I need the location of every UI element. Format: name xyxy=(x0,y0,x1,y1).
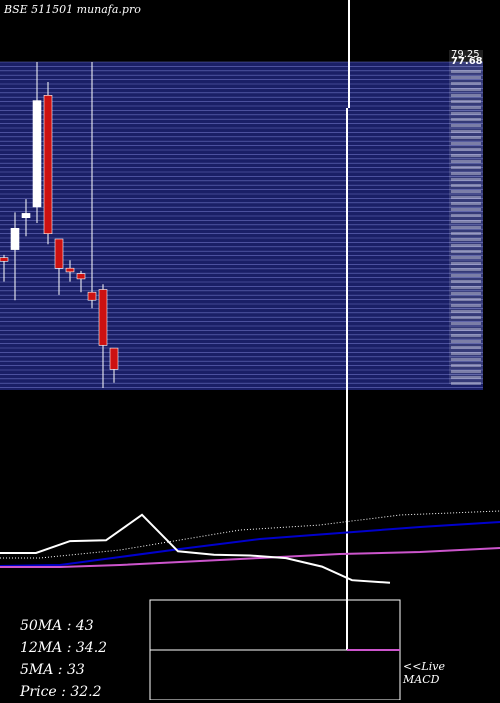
axis-tick-label xyxy=(451,142,481,145)
axis-tick-label xyxy=(451,124,481,127)
axis-tick-label xyxy=(451,316,481,319)
axis-tick-label xyxy=(451,190,481,193)
axis-tick-label xyxy=(451,346,481,349)
ma12-label: 12MA : 34.2 xyxy=(20,640,108,656)
candle-body xyxy=(10,228,20,250)
ma-mid-line xyxy=(0,521,500,567)
axis-tick-label xyxy=(451,256,481,259)
axis-tick-label xyxy=(451,160,481,163)
axis-tick-label xyxy=(451,148,481,151)
axis-tick-label xyxy=(451,310,481,313)
candle-body xyxy=(98,289,108,346)
axis-tick-label xyxy=(451,322,481,325)
axis-tick-label xyxy=(451,292,481,295)
candle-body xyxy=(109,347,119,370)
axis-tick-label xyxy=(451,130,481,133)
axis-tick-label xyxy=(451,202,481,205)
axis-tick-label xyxy=(451,328,481,331)
axis-tick-label xyxy=(451,262,481,265)
axis-tick-label xyxy=(451,352,481,355)
candle-body xyxy=(54,238,64,269)
axis-second-label: 77.68 xyxy=(451,56,483,67)
axis-tick-label xyxy=(451,298,481,301)
axis-tick-label xyxy=(451,382,481,385)
axis-tick-label xyxy=(451,88,481,91)
axis-tick-label xyxy=(451,376,481,379)
axis-tick-label xyxy=(451,244,481,247)
axis-tick-label xyxy=(451,214,481,217)
axis-tick-label xyxy=(451,286,481,289)
axis-tick-label xyxy=(451,76,481,79)
price-gridlines xyxy=(0,61,483,388)
ma5-label: 5MA : 33 xyxy=(20,662,85,678)
chart-title: BSE 511501 munafa.pro xyxy=(4,3,141,16)
axis-tick-label xyxy=(451,106,481,109)
macd-text: MACD xyxy=(403,673,440,686)
candle-body xyxy=(43,95,53,234)
axis-tick-label xyxy=(451,118,481,121)
candle-body xyxy=(32,100,42,208)
axis-tick-label xyxy=(451,136,481,139)
stats-panel: 50MA : 43 12MA : 34.2 5MA : 33 Price : 3… xyxy=(20,615,107,703)
macd-label: <<Live MACD xyxy=(403,660,445,686)
axis-tick-label xyxy=(451,70,481,73)
candle-body xyxy=(87,291,97,301)
axis-tick-label xyxy=(451,94,481,97)
axis-tick-label xyxy=(451,370,481,373)
axis-tick-label xyxy=(451,208,481,211)
axis-tick-label xyxy=(451,274,481,277)
axis-tick-label xyxy=(451,166,481,169)
axis-tick-label xyxy=(451,268,481,271)
axis-tick-label xyxy=(451,172,481,175)
axis-tick-label xyxy=(451,358,481,361)
axis-tick-label xyxy=(451,82,481,85)
axis-tick-label xyxy=(451,364,481,367)
candlestick-series xyxy=(0,62,119,388)
axis-tick-label xyxy=(451,304,481,307)
axis-tick-label xyxy=(451,220,481,223)
ma50-label: 50MA : 43 xyxy=(20,618,94,634)
axis-tick-label xyxy=(451,238,481,241)
axis-tick-label xyxy=(451,340,481,343)
axis-tick-label xyxy=(451,250,481,253)
indicator-line xyxy=(0,513,391,584)
candle-body xyxy=(21,213,31,218)
axis-tick-label xyxy=(451,178,481,181)
axis-tick-label xyxy=(451,226,481,229)
axis-tick-label xyxy=(451,196,481,199)
macd-live-text: <<Live xyxy=(403,660,445,673)
axis-tick-label xyxy=(451,100,481,103)
axis-tick-label xyxy=(451,154,481,157)
axis-label-stack xyxy=(449,50,483,384)
axis-tick-label xyxy=(451,184,481,187)
axis-tick-label xyxy=(451,334,481,337)
candle-body xyxy=(76,273,86,280)
price-label: Price : 32.2 xyxy=(20,684,102,700)
axis-tick-label xyxy=(451,232,481,235)
axis-tick-label xyxy=(451,280,481,283)
price-band-background xyxy=(0,62,483,390)
ma-slow-line xyxy=(0,547,500,568)
axis-top-label: 79.25 xyxy=(451,49,480,60)
candle-body xyxy=(0,257,9,262)
candle-body xyxy=(65,267,75,273)
axis-tick-label xyxy=(451,112,481,115)
